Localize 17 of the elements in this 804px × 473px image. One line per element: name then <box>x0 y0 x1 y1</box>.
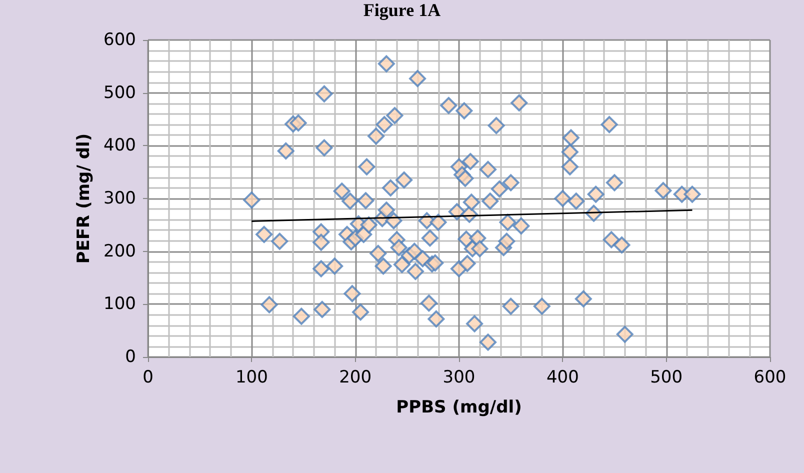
x-tick-label: 600 <box>754 368 786 388</box>
x-tick-label: 100 <box>235 368 268 388</box>
y-tick-label: 600 <box>104 30 136 50</box>
y-axis-title: PEFR (mg/ dl) <box>74 133 94 264</box>
y-tick-label: 100 <box>104 294 136 314</box>
y-tick-label: 200 <box>104 241 136 262</box>
x-axis-title: PPBS (mg/dl) <box>396 398 522 418</box>
chart-title: Figure 1A <box>363 0 441 20</box>
x-tick-label: 500 <box>650 368 683 388</box>
x-tick-label: 200 <box>339 368 372 388</box>
x-tick-label: 0 <box>142 368 154 388</box>
y-tick-label: 400 <box>104 136 136 156</box>
x-tick-label: 400 <box>546 368 579 388</box>
y-tick-label: 0 <box>125 347 136 367</box>
x-tick-label: 300 <box>442 368 476 388</box>
y-tick-label: 300 <box>104 188 136 208</box>
y-tick-label: 500 <box>104 82 136 103</box>
